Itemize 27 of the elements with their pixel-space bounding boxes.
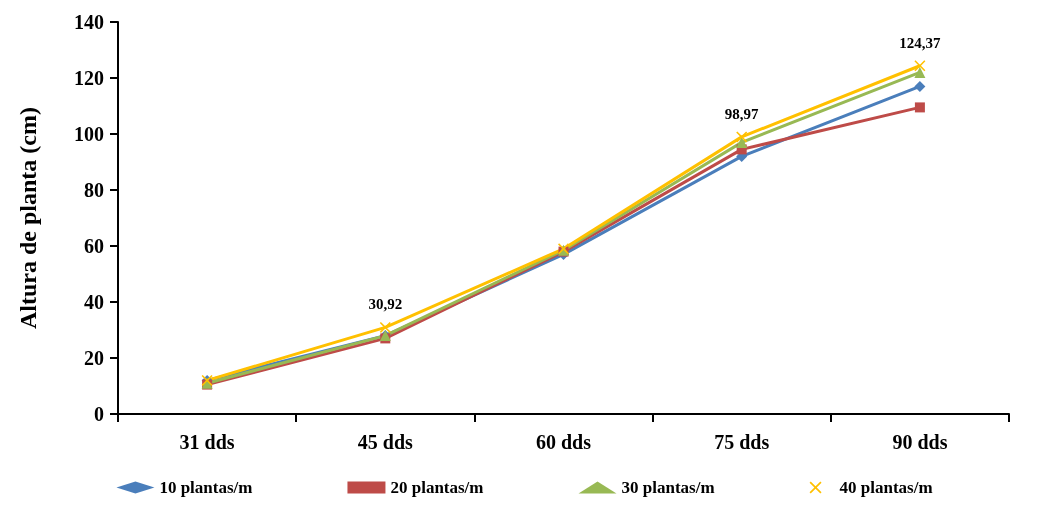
point [914, 66, 926, 78]
x-tick-label: 60 dds [535, 431, 592, 453]
point [914, 102, 925, 113]
data-label: 30,92 [368, 296, 403, 313]
y-tick-label: 120 [74, 67, 104, 89]
y-tick-label: 0 [94, 403, 104, 425]
y-tick-label: 80 [84, 179, 104, 201]
legend-label: 40 plantas/m [839, 478, 933, 497]
point [736, 131, 748, 143]
legend-label: 30 plantas/m [621, 478, 715, 497]
y-tick-label: 60 [84, 235, 104, 257]
data-label: 124,37 [899, 34, 942, 51]
y-tick-label: 40 [84, 291, 104, 313]
x-tick-label: 31 dds [179, 431, 235, 453]
point [379, 321, 391, 333]
x-tick-label: 45 dds [357, 431, 414, 453]
legend-label: 20 plantas/m [390, 478, 484, 497]
data-label: 98,97 [724, 105, 760, 122]
y-tick-label: 20 [84, 347, 104, 369]
y-tick-label: 100 [74, 123, 104, 145]
y-axis-title: Altura de planta (cm) [15, 107, 41, 329]
x-tick-label: 75 dds [714, 431, 770, 453]
point [914, 80, 926, 92]
point [914, 60, 926, 72]
x-tick-label: 90 dds [892, 431, 948, 453]
legend-label: 10 plantas/m [159, 478, 253, 497]
y-tick-label: 140 [74, 11, 104, 33]
